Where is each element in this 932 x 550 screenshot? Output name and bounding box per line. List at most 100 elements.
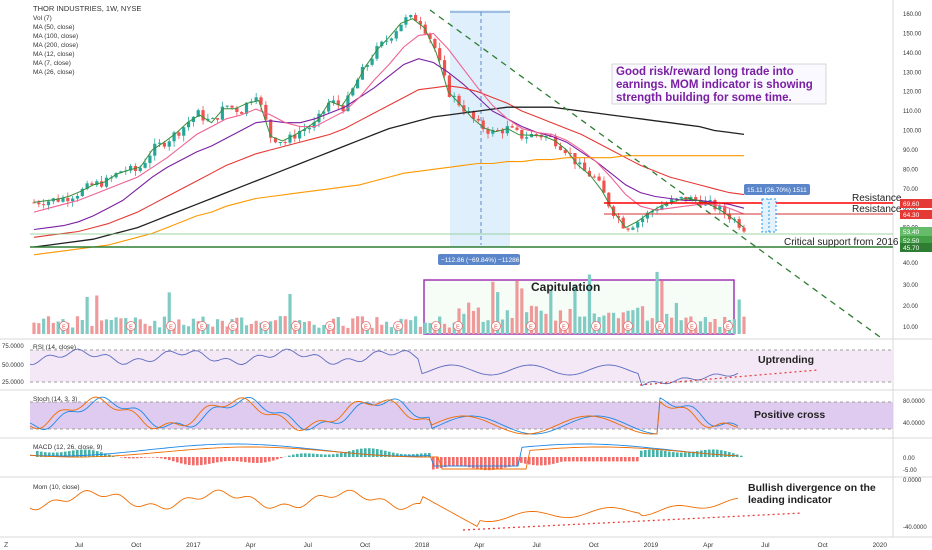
candle-body[interactable] <box>452 95 456 97</box>
candle-body[interactable] <box>71 198 75 202</box>
candle-body[interactable] <box>645 212 650 219</box>
stoch-k-line[interactable] <box>29 396 739 435</box>
candle-body[interactable] <box>573 153 577 165</box>
candle-body[interactable] <box>384 40 389 42</box>
candle-body[interactable] <box>631 227 635 230</box>
candle-body[interactable] <box>153 143 157 156</box>
earnings-marker[interactable] <box>59 321 69 331</box>
downtrend-line[interactable] <box>429 9 881 338</box>
earnings-marker[interactable] <box>655 321 665 331</box>
candle-body[interactable] <box>650 210 654 213</box>
candle-body[interactable] <box>182 127 186 136</box>
candle-body[interactable] <box>312 122 316 128</box>
earnings-marker[interactable] <box>623 321 633 331</box>
candle-body[interactable] <box>61 197 65 202</box>
candle-body[interactable] <box>269 119 273 138</box>
earnings-marker[interactable] <box>166 321 176 331</box>
candle-body[interactable] <box>491 130 495 134</box>
candle-body[interactable] <box>302 129 307 131</box>
earnings-marker[interactable] <box>361 321 371 331</box>
candle-body[interactable] <box>85 183 89 189</box>
candle-body[interactable] <box>636 222 640 228</box>
candle-body[interactable] <box>157 142 162 144</box>
candle-body[interactable] <box>520 129 524 139</box>
candle-body[interactable] <box>621 217 625 229</box>
candle-body[interactable] <box>723 205 727 214</box>
earnings-marker[interactable] <box>431 321 441 331</box>
candle-body[interactable] <box>534 133 538 135</box>
earnings-marker[interactable] <box>687 321 697 331</box>
candle-body[interactable] <box>587 170 592 177</box>
candle-body[interactable] <box>95 181 99 186</box>
momentum-line[interactable] <box>29 489 739 528</box>
candle-body[interactable] <box>162 142 167 147</box>
candle-body[interactable] <box>37 202 41 205</box>
candle-body[interactable] <box>80 188 84 197</box>
candle-body[interactable] <box>665 203 669 206</box>
candle-body[interactable] <box>196 110 200 117</box>
earnings-marker[interactable] <box>291 321 301 331</box>
candle-body[interactable] <box>351 88 355 96</box>
candle-body[interactable] <box>298 130 302 139</box>
candle-body[interactable] <box>346 95 350 111</box>
series-ma-50-close-[interactable] <box>33 58 745 231</box>
earnings-marker[interactable] <box>260 321 270 331</box>
candle-body[interactable] <box>90 183 94 186</box>
candle-body[interactable] <box>500 130 505 134</box>
candle-body[interactable] <box>607 192 611 207</box>
candle-body[interactable] <box>307 127 311 130</box>
candle-body[interactable] <box>225 105 229 107</box>
timezone-icon[interactable]: Z <box>4 542 9 549</box>
candle-body[interactable] <box>626 228 630 230</box>
series-ma-200-close-[interactable] <box>33 106 745 248</box>
candle-body[interactable] <box>578 162 582 165</box>
candle-body[interactable] <box>327 102 331 112</box>
candle-body[interactable] <box>331 100 336 103</box>
candle-body[interactable] <box>254 97 258 102</box>
rsi-line[interactable] <box>29 348 739 387</box>
candle-body[interactable] <box>220 106 224 120</box>
candle-body[interactable] <box>742 227 746 232</box>
candle-body[interactable] <box>230 105 234 108</box>
candle-body[interactable] <box>201 110 205 121</box>
candle-body[interactable] <box>660 205 664 210</box>
candle-body[interactable] <box>457 95 461 106</box>
candle-body[interactable] <box>283 142 287 144</box>
candle-body[interactable] <box>568 152 572 154</box>
candle-body[interactable] <box>259 97 263 105</box>
candle-body[interactable] <box>370 58 374 65</box>
candle-body[interactable] <box>476 118 480 121</box>
candle-body[interactable] <box>235 107 239 113</box>
candle-body[interactable] <box>172 132 176 142</box>
stoch-signal-line[interactable] <box>29 396 739 435</box>
candle-body[interactable] <box>486 129 490 134</box>
candle-body[interactable] <box>128 165 133 171</box>
candle-body[interactable] <box>510 126 514 128</box>
candle-body[interactable] <box>365 64 369 67</box>
candle-body[interactable] <box>167 141 171 147</box>
candle-body[interactable] <box>718 205 722 210</box>
candle-body[interactable] <box>558 146 563 150</box>
candle-body[interactable] <box>418 20 422 25</box>
candle-body[interactable] <box>143 162 147 168</box>
candle-body[interactable] <box>244 102 249 114</box>
candle-body[interactable] <box>389 38 394 41</box>
candle-body[interactable] <box>669 199 674 204</box>
candle-body[interactable] <box>375 46 379 59</box>
candle-body[interactable] <box>438 48 442 61</box>
candle-body[interactable] <box>336 100 340 106</box>
candle-body[interactable] <box>148 155 152 163</box>
candle-body[interactable] <box>360 66 365 80</box>
candle-body[interactable] <box>413 15 418 21</box>
candle-body[interactable] <box>602 180 606 193</box>
macd-signal-line[interactable] <box>29 446 739 470</box>
candle-body[interactable] <box>100 181 104 187</box>
candle-body[interactable] <box>380 41 384 47</box>
candle-body[interactable] <box>505 126 509 134</box>
earnings-marker[interactable] <box>723 321 733 331</box>
candle-body[interactable] <box>694 197 698 200</box>
projection-box[interactable] <box>450 10 510 247</box>
candle-body[interactable] <box>32 202 36 204</box>
candle-body[interactable] <box>104 177 109 187</box>
